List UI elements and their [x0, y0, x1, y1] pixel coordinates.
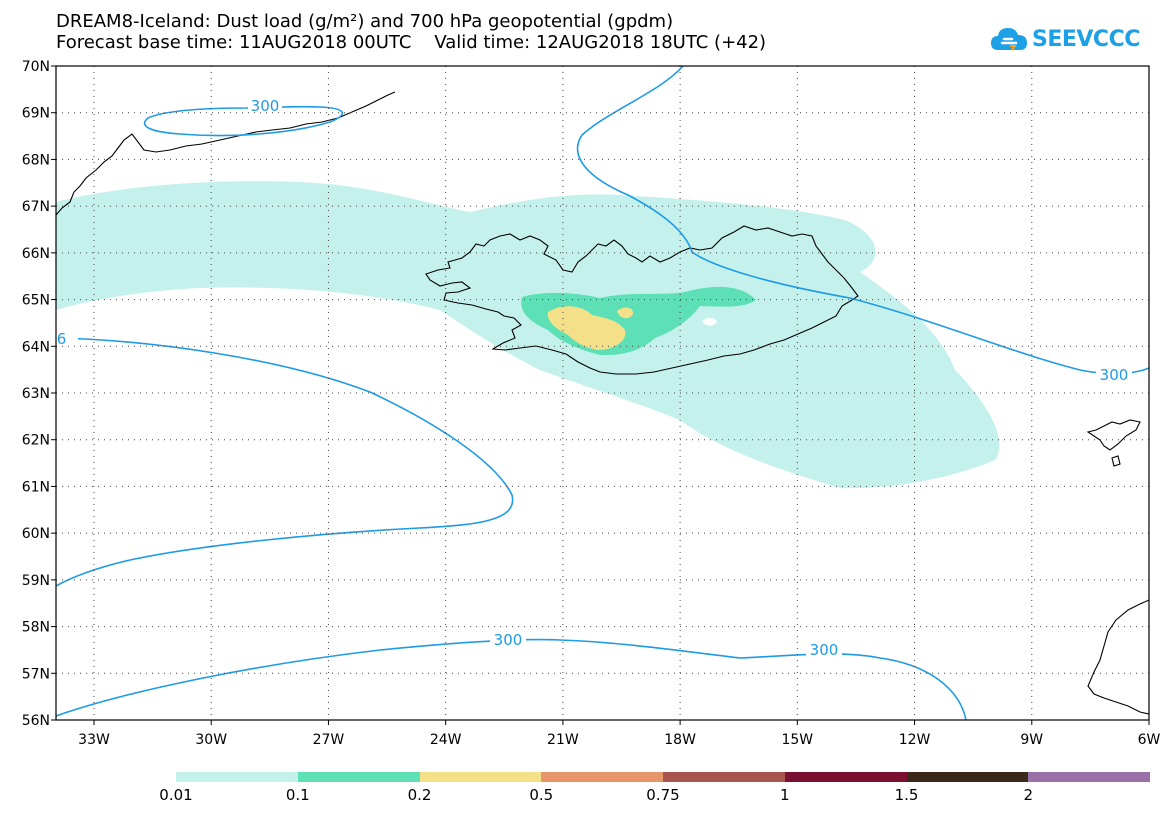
- contour-greenland-ring: [143, 105, 344, 137]
- scotland-coast: [1087, 599, 1149, 715]
- legend-swatch: [297, 772, 420, 782]
- dust-area-high: [547, 306, 626, 350]
- lon-label: 18W: [664, 732, 696, 748]
- contour-labels: 300 296 300 300 300: [38, 97, 1132, 659]
- lat-label: 70N: [22, 59, 50, 75]
- legend-swatch: [663, 772, 785, 782]
- geopotential-contours: [56, 66, 1149, 720]
- dust-area-low: [56, 181, 1000, 489]
- lon-label: 6W: [1138, 732, 1161, 748]
- latitude-labels: 70N 69N 68N 67N 66N 65N 64N 63N 62N 61N 60N 59N 58N 5…: [22, 59, 50, 729]
- lat-label: 64N: [22, 339, 50, 355]
- legend-swatch: [541, 772, 663, 782]
- lon-label: 21W: [547, 732, 579, 748]
- lon-label: 27W: [313, 732, 345, 748]
- legend-colorbar: [176, 772, 1150, 782]
- lat-label: 59N: [22, 573, 50, 589]
- legend-level-label: 0.75: [646, 786, 680, 804]
- legend-level-label: 0.2: [407, 786, 432, 804]
- lat-label: 63N: [22, 386, 50, 402]
- logo-text: SEEVCCC: [1032, 26, 1140, 52]
- lon-label: 12W: [899, 732, 931, 748]
- lat-label: 56N: [22, 713, 50, 729]
- contour-label: 300: [810, 641, 839, 659]
- axis-ticks: [51, 65, 1150, 725]
- lat-label: 62N: [22, 433, 50, 449]
- lat-label: 66N: [22, 246, 50, 262]
- legend-level-label: 0.5: [529, 786, 554, 804]
- lon-label: 30W: [195, 732, 227, 748]
- lat-label: 60N: [22, 526, 50, 542]
- lon-label: 15W: [781, 732, 813, 748]
- lat-label: 58N: [22, 620, 50, 636]
- forecast-time-line: Forecast base time: 11AUG2018 00UTC Vali…: [56, 32, 767, 53]
- lat-label: 68N: [22, 152, 50, 168]
- contour-label: 296: [38, 330, 67, 348]
- lat-label: 67N: [22, 199, 50, 215]
- contour-label: 300: [1100, 366, 1129, 384]
- seevccc-logo: SEEVCCC: [990, 22, 1140, 56]
- legend-swatch: [419, 772, 542, 782]
- lon-label: 9W: [1020, 732, 1043, 748]
- dust-gap: [702, 318, 717, 326]
- legend-labels: 0.01 0.1 0.2 0.5 0.75 1 1.5 2: [0, 786, 1175, 806]
- legend-level-label: 1: [779, 786, 790, 804]
- dust-area-high-small: [617, 307, 634, 319]
- lat-label: 61N: [22, 479, 50, 495]
- contour-east: [576, 66, 1149, 375]
- lat-label: 69N: [22, 106, 50, 122]
- legend-swatch: [906, 772, 1029, 782]
- lon-label: 24W: [430, 732, 462, 748]
- lat-label: 65N: [22, 293, 50, 309]
- faroe-islands-coast: [1086, 419, 1141, 467]
- legend-level-label: 0.01: [159, 786, 193, 804]
- lat-label: 57N: [22, 666, 50, 682]
- contour-label: 300: [251, 97, 280, 115]
- legend-level-label: 1.5: [894, 786, 919, 804]
- contour-label: 300: [494, 631, 523, 649]
- plot-frame: [55, 65, 1150, 721]
- graticule: [56, 66, 1149, 720]
- longitude-labels: 33W 30W 27W 24W 21W 18W 15W 12W 9W 6W: [78, 732, 1160, 748]
- legend-swatch: [784, 772, 907, 782]
- legend-swatch: [1028, 772, 1150, 782]
- lon-label: 33W: [78, 732, 110, 748]
- cloud-icon: [991, 28, 1027, 51]
- map-title: DREAM8-Iceland: Dust load (g/m²) and 700…: [56, 11, 674, 32]
- contour-west-loop: [56, 337, 514, 587]
- legend-level-label: 2: [1023, 786, 1034, 804]
- contour-south: [56, 638, 967, 720]
- iceland-coast: [425, 225, 859, 375]
- legend-swatch: [176, 772, 298, 782]
- legend-level-label: 0.1: [285, 786, 310, 804]
